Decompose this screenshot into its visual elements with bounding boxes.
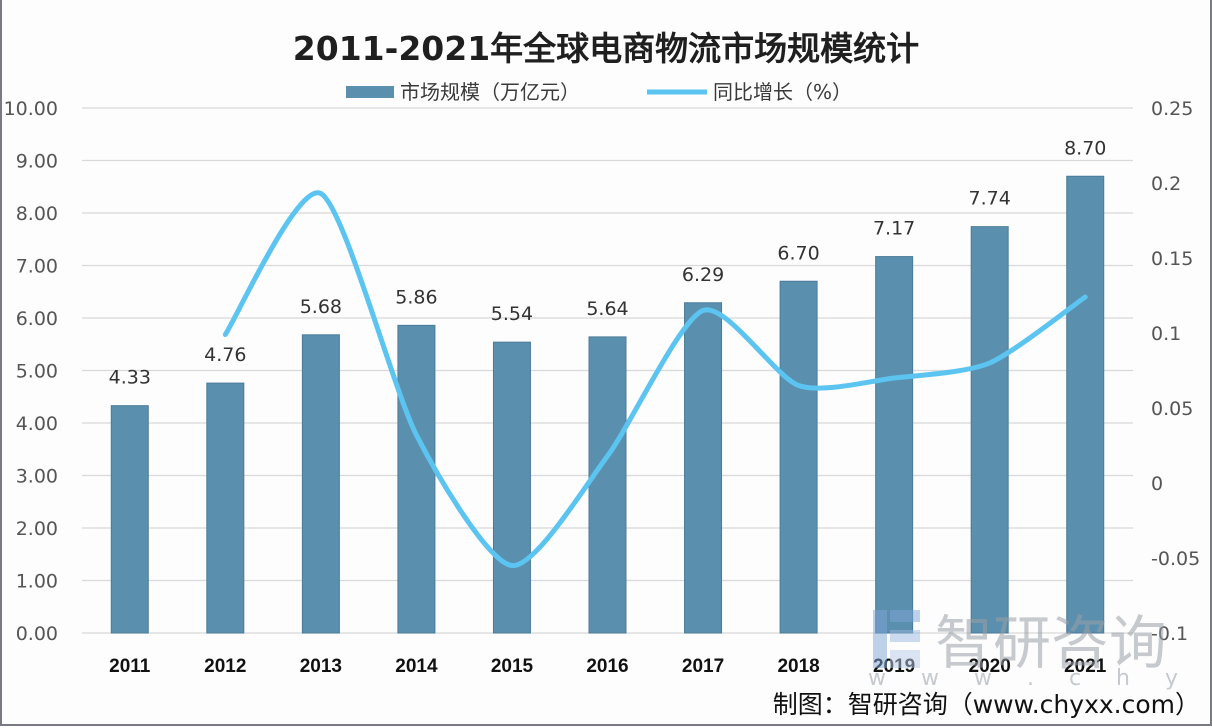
- chart-title: 2011-2021年全球电商物流市场规模统计: [293, 29, 919, 68]
- watermark-logo-icon: [873, 610, 920, 668]
- y-right-tick-label: 0: [1151, 473, 1163, 495]
- y-right-tick-label: 0.15: [1151, 248, 1193, 270]
- growth-line: [222, 190, 1088, 568]
- x-tick-label: 2013: [300, 656, 342, 677]
- bar-data-label: 4.33: [109, 367, 151, 389]
- y-left-tick-label: 2.00: [16, 518, 58, 540]
- bar-data-label: 5.64: [586, 298, 628, 320]
- y-axis-right: -0.1 -0.05 0 0.05 0.1 0.15 0.2 0.25: [1151, 98, 1200, 645]
- x-tick-label: 2014: [395, 656, 438, 677]
- y-right-tick-label: -0.1: [1151, 623, 1188, 645]
- bar-data-label: 5.68: [300, 296, 342, 318]
- y-left-tick-label: 5.00: [16, 361, 58, 383]
- bar-data-label: 7.17: [873, 218, 915, 240]
- y-left-tick-label: 7.00: [16, 256, 58, 278]
- bar: [875, 256, 914, 634]
- bar-data-label: 6.70: [777, 242, 819, 264]
- y-left-tick-label: 9.00: [16, 151, 58, 173]
- x-tick-label: 2016: [586, 656, 628, 677]
- bar: [301, 334, 340, 634]
- bar-data-label: 4.76: [204, 344, 246, 366]
- x-tick-label: 2017: [682, 656, 724, 677]
- bar-data-label: 5.86: [395, 286, 437, 308]
- y-left-tick-label: 1.00: [16, 571, 58, 593]
- y-left-tick-label: 0.00: [16, 623, 58, 645]
- x-tick-label: 2020: [969, 656, 1011, 677]
- x-tick-label: 2018: [777, 656, 819, 677]
- bar-data-label: 5.54: [491, 303, 533, 325]
- bar-series: [110, 175, 1105, 634]
- bar: [206, 382, 245, 634]
- bar-data-label: 6.29: [682, 264, 724, 286]
- source-note: 制图：智研咨询（www.chyxx.com）: [773, 690, 1200, 719]
- x-tick-label: 2015: [491, 656, 534, 677]
- watermark: 智研咨询 w w w . c h y x x . c o m: [868, 609, 1212, 691]
- y-right-tick-label: 0.05: [1151, 398, 1193, 420]
- y-left-tick-label: 4.00: [16, 413, 58, 435]
- bar: [110, 405, 149, 634]
- x-tick-label: 2021: [1064, 656, 1107, 677]
- bar: [397, 324, 436, 634]
- bar: [970, 226, 1009, 634]
- bar-data-labels: 4.33 4.76 5.68 5.86 5.54 5.64 6.29 6.70 7.17 7.74…: [109, 137, 1107, 388]
- y-axis-left: 0.00 1.00 2.00 3.00 4.00 5.00 6.00 7.00 8.00 9.00…: [4, 98, 58, 645]
- bar-data-label: 7.74: [969, 188, 1011, 210]
- legend-label-bar: 市场规模（万亿元）: [400, 80, 580, 104]
- y-left-tick-label: 8.00: [16, 203, 58, 225]
- bar: [779, 280, 818, 634]
- y-left-tick-label: 3.00: [16, 466, 58, 488]
- bar: [492, 341, 531, 634]
- watermark-url: w w w . c h y x x . c o m: [868, 666, 1212, 691]
- bar: [588, 336, 627, 634]
- bar-data-label: 8.70: [1064, 137, 1106, 159]
- y-right-tick-label: 0.2: [1151, 173, 1181, 195]
- bar: [684, 302, 723, 634]
- x-tick-label: 2011: [109, 656, 151, 677]
- y-right-tick-label: 0.1: [1151, 323, 1181, 345]
- y-right-tick-label: 0.25: [1151, 98, 1193, 120]
- legend-label-line: 同比增长（%）: [713, 80, 852, 104]
- y-left-tick-label: 10.00: [4, 98, 58, 120]
- bar: [1066, 175, 1105, 634]
- legend-swatch-bar: [346, 86, 394, 98]
- y-right-tick-label: -0.05: [1151, 548, 1200, 570]
- legend: 市场规模（万亿元） 同比增长（%）: [346, 80, 852, 104]
- watermark-brand: 智研咨询: [935, 609, 1167, 677]
- y-left-tick-label: 6.00: [16, 308, 58, 330]
- x-tick-label: 2012: [204, 656, 246, 677]
- growth-points: [225, 193, 1086, 566]
